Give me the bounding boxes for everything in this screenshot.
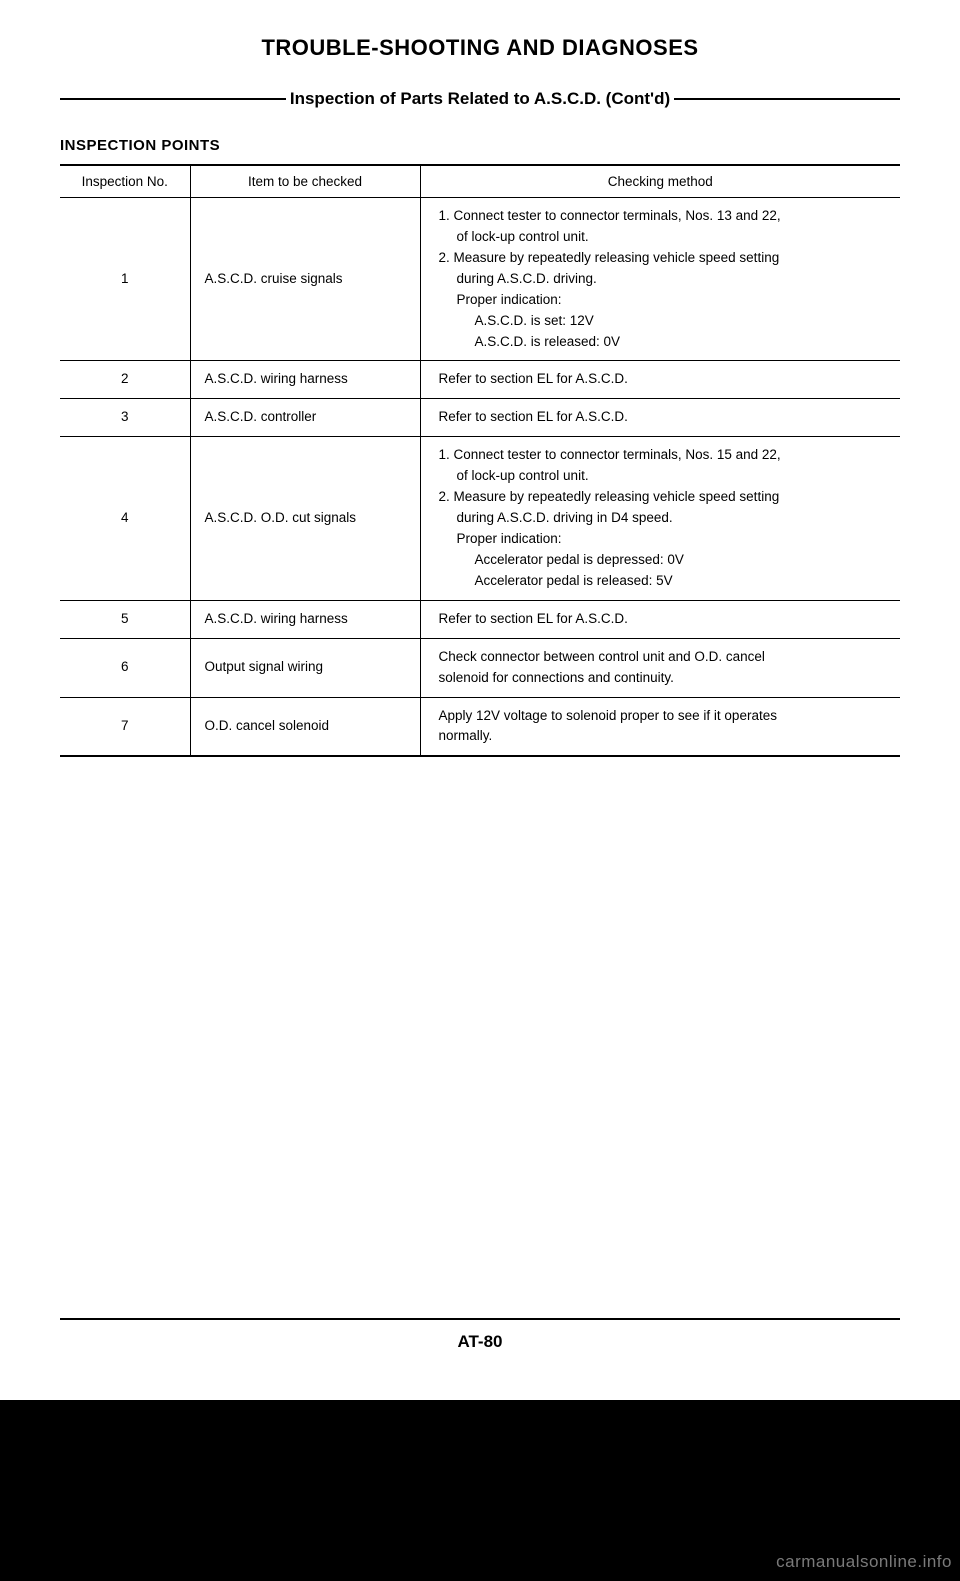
cell-inspection-no: 1 [60,198,190,361]
page-title: TROUBLE-SHOOTING AND DIAGNOSES [60,35,900,61]
cell-item: A.S.C.D. O.D. cut signals [190,437,420,600]
method-line: Apply 12V voltage to solenoid proper to … [439,706,891,727]
cell-method: Check connector between control unit and… [420,638,900,697]
rule-left [60,98,286,100]
cell-item: O.D. cancel solenoid [190,697,420,756]
method-line: normally. [439,726,891,747]
method-line: A.S.C.D. is released: 0V [439,332,891,353]
method-line: during A.S.C.D. driving in D4 speed. [439,508,891,529]
header-inspection-no: Inspection No. [60,165,190,198]
cell-item: A.S.C.D. wiring harness [190,600,420,638]
cell-item: A.S.C.D. controller [190,399,420,437]
method-line: Accelerator pedal is depressed: 0V [439,550,891,571]
cell-item: A.S.C.D. cruise signals [190,198,420,361]
table-row: 6Output signal wiring Check connector bet… [60,638,900,697]
method-line: 1. Connect tester to connector terminals… [439,206,891,227]
watermark: carmanualsonline.info [776,1552,952,1572]
method-line: of lock-up control unit. [439,466,891,487]
method-line: Proper indication: [439,290,891,311]
table-row: 2A.S.C.D. wiring harness Refer to section… [60,361,900,399]
method-line: Refer to section EL for A.S.C.D. [439,369,891,390]
cell-item: A.S.C.D. wiring harness [190,361,420,399]
cell-method: Refer to section EL for A.S.C.D. [420,600,900,638]
table-row: 5A.S.C.D. wiring harness Refer to section… [60,600,900,638]
rule-right [674,98,900,100]
cell-method: Refer to section EL for A.S.C.D. [420,361,900,399]
method-line: 2. Measure by repeatedly releasing vehic… [439,487,891,508]
cell-method: Refer to section EL for A.S.C.D. [420,399,900,437]
table-row: 4A.S.C.D. O.D. cut signals 1. Connect tes… [60,437,900,600]
cell-inspection-no: 7 [60,697,190,756]
footer-rule [60,1318,900,1320]
subtitle-row: Inspection of Parts Related to A.S.C.D. … [60,89,900,109]
table-header-row: Inspection No. Item to be checked Checki… [60,165,900,198]
method-line: Check connector between control unit and… [439,647,891,668]
manual-page: TROUBLE-SHOOTING AND DIAGNOSES Inspectio… [0,0,960,1400]
inspection-table: Inspection No. Item to be checked Checki… [60,164,900,757]
header-method: Checking method [420,165,900,198]
table-row: 1A.S.C.D. cruise signals 1. Connect teste… [60,198,900,361]
cell-inspection-no: 4 [60,437,190,600]
cell-method: Apply 12V voltage to solenoid proper to … [420,697,900,756]
method-line: Accelerator pedal is released: 5V [439,571,891,592]
method-line: Proper indication: [439,529,891,550]
method-line: Refer to section EL for A.S.C.D. [439,407,891,428]
cell-method: 1. Connect tester to connector terminals… [420,198,900,361]
method-line: during A.S.C.D. driving. [439,269,891,290]
method-line: Refer to section EL for A.S.C.D. [439,609,891,630]
method-line: 2. Measure by repeatedly releasing vehic… [439,248,891,269]
cell-inspection-no: 2 [60,361,190,399]
cell-inspection-no: 5 [60,600,190,638]
cell-item: Output signal wiring [190,638,420,697]
cell-inspection-no: 6 [60,638,190,697]
page-number: AT-80 [0,1332,960,1352]
table-row: 7O.D. cancel solenoid Apply 12V voltage t… [60,697,900,756]
method-line: of lock-up control unit. [439,227,891,248]
method-line: 1. Connect tester to connector terminals… [439,445,891,466]
subtitle-text: Inspection of Parts Related to A.S.C.D. … [286,89,674,109]
section-label: INSPECTION POINTS [60,137,900,154]
cell-method: 1. Connect tester to connector terminals… [420,437,900,600]
method-line: A.S.C.D. is set: 12V [439,311,891,332]
header-item: Item to be checked [190,165,420,198]
cell-inspection-no: 3 [60,399,190,437]
method-line: solenoid for connections and continuity. [439,668,891,689]
table-row: 3A.S.C.D. controller Refer to section EL … [60,399,900,437]
